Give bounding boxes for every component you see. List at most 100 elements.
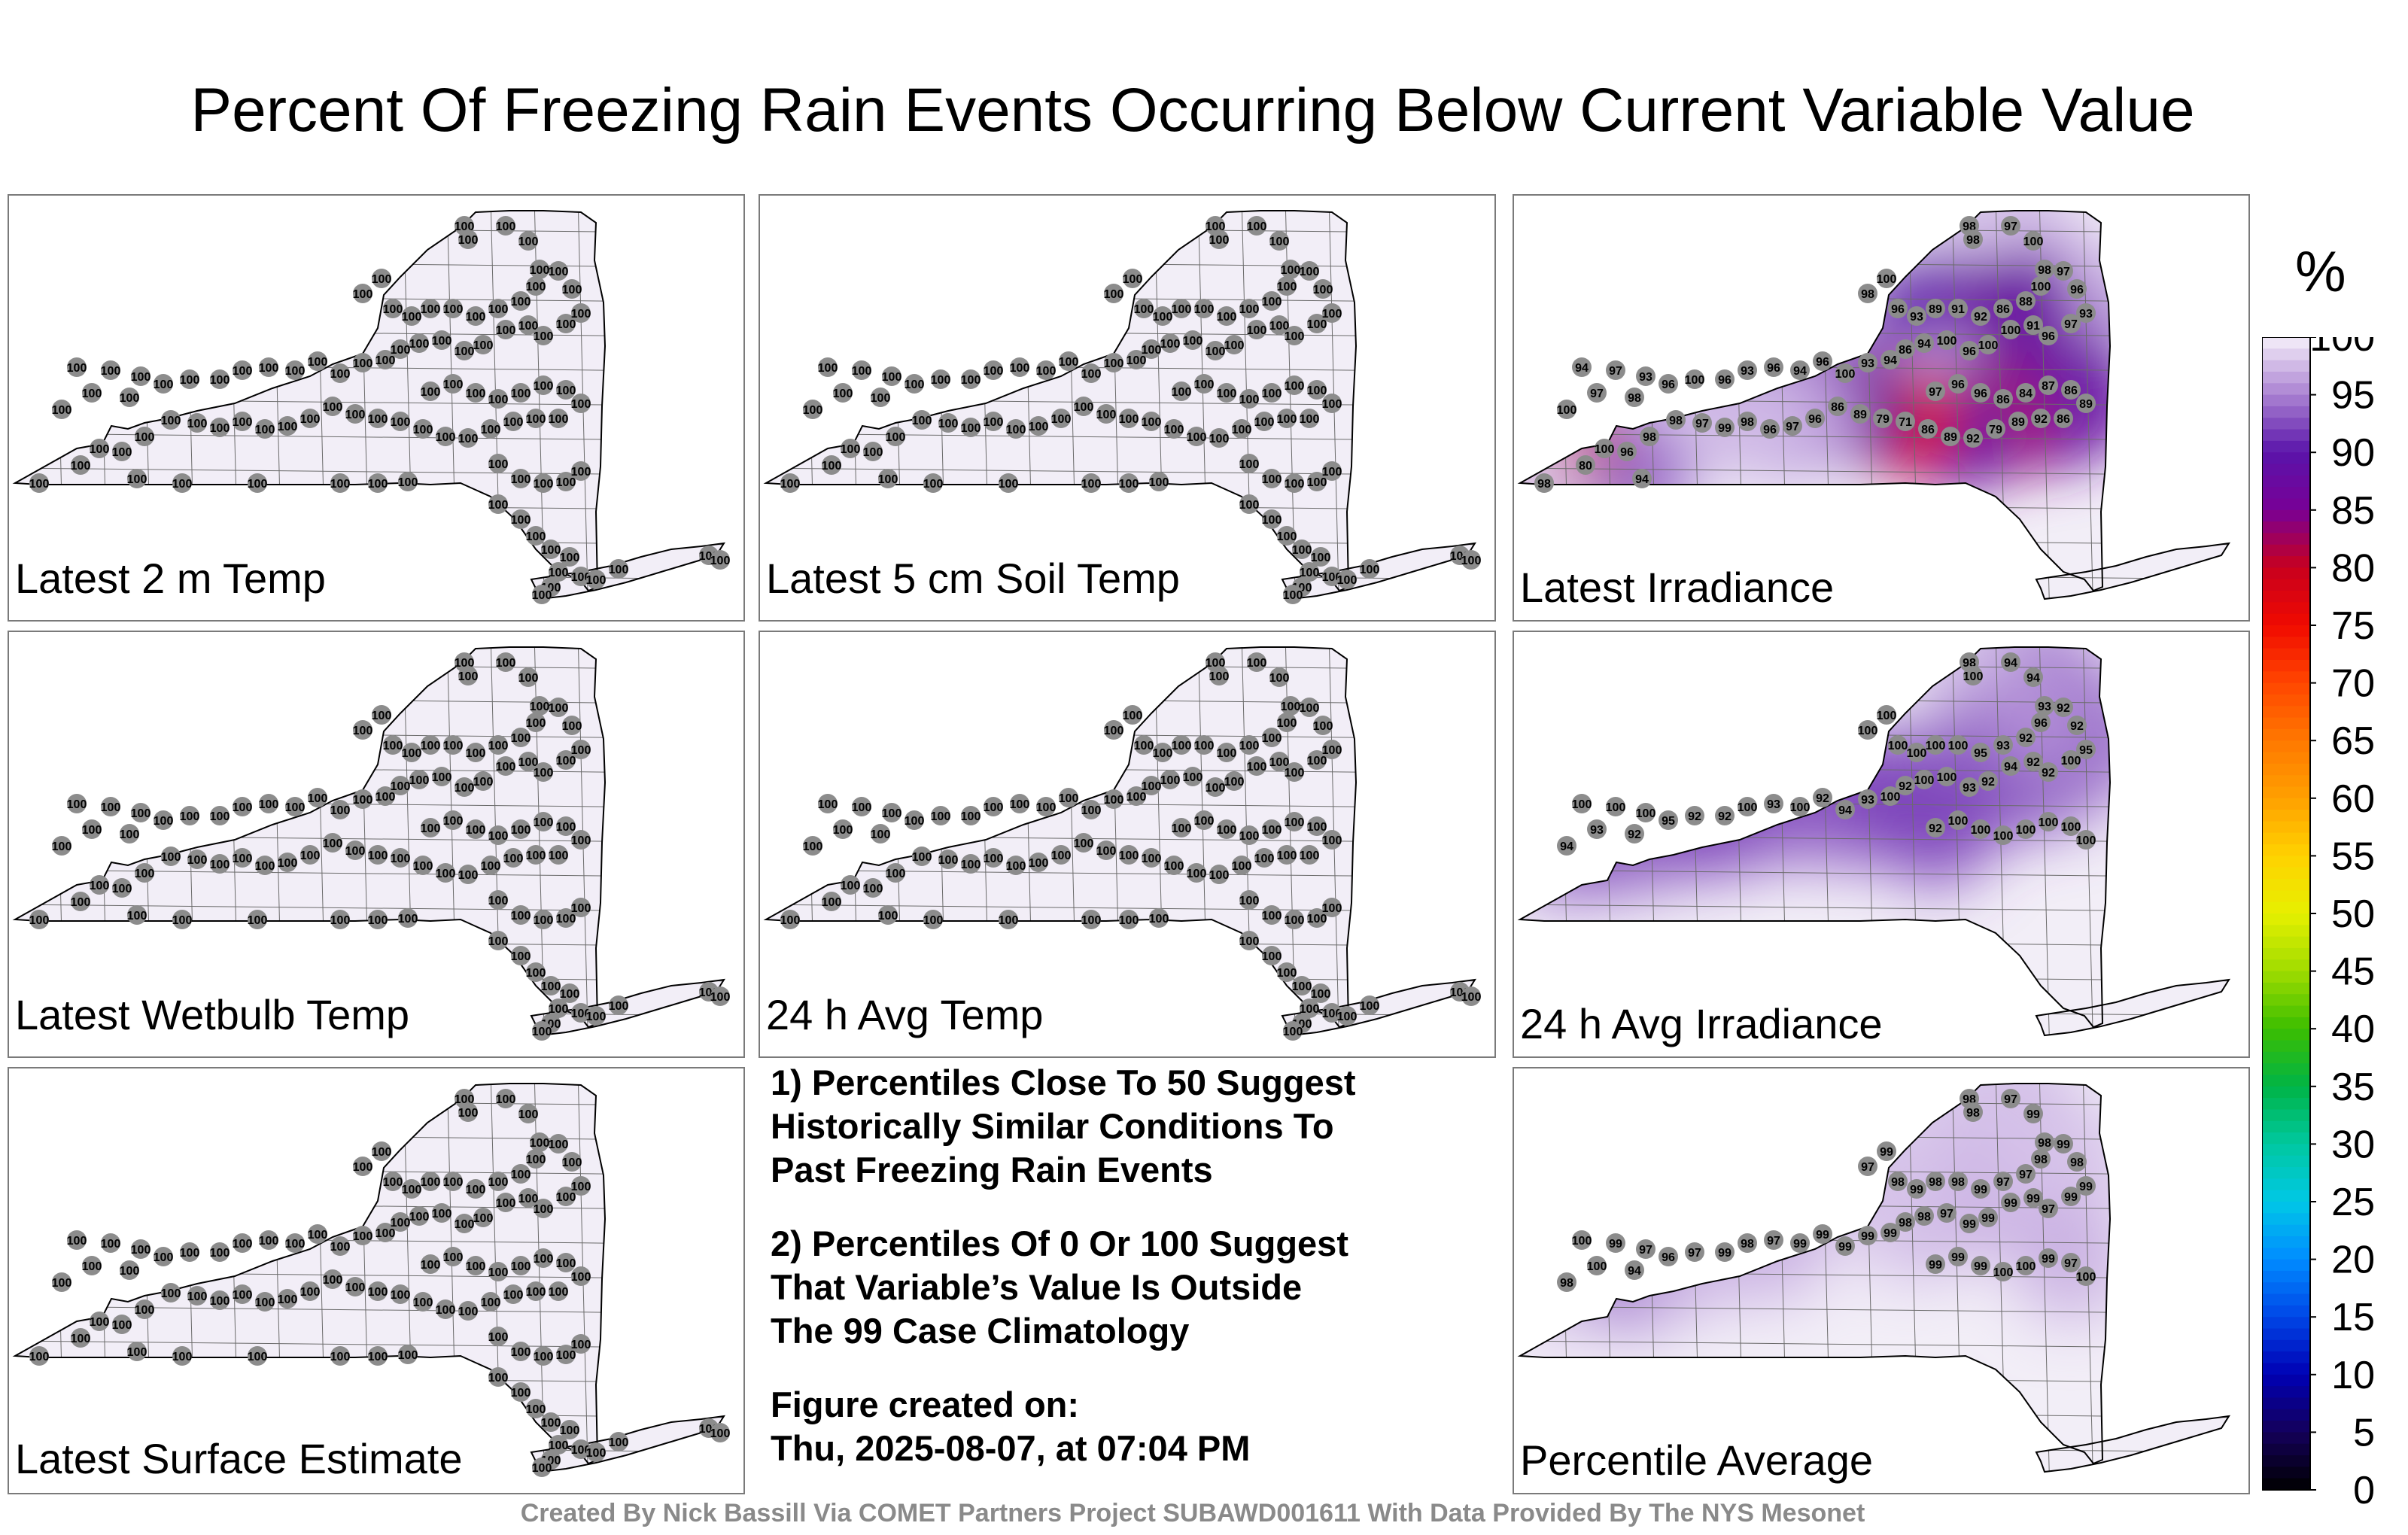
station-marker: 100 [233,848,252,868]
station-value: 99 [1974,1260,1987,1273]
station-marker: 100 [1877,705,1896,725]
station-value: 94 [1575,362,1589,375]
station-marker: 100 [353,1157,372,1176]
station-value: 100 [248,1351,268,1363]
station-value: 100 [496,657,516,670]
station-value: 100 [571,308,591,321]
station-marker: 100 [1285,910,1305,929]
note-line: Figure created on: [771,1385,1080,1424]
station-marker: 100 [458,428,478,448]
station-value: 100 [112,446,132,459]
station-marker: 100 [375,1223,395,1242]
colorbar-segment [2262,567,2310,580]
station-marker: 100 [1300,999,1319,1018]
station-marker: 100 [1277,276,1297,296]
station-value: 100 [1307,755,1327,768]
station-marker: 100 [82,1256,102,1275]
station-value: 100 [1307,476,1327,489]
station-marker: 97 [1587,383,1607,403]
colorbar-segment [2262,360,2310,372]
station-marker: 98 [1625,388,1644,407]
station-value: 100 [308,792,328,805]
station-marker: 100 [210,854,230,874]
station-value: 100 [518,672,539,685]
station-marker: 100 [368,845,388,865]
station-value: 100 [1907,747,1927,760]
station-marker: 91 [2023,315,2043,335]
station-marker: 100 [1010,794,1029,813]
station-marker: 100 [609,995,628,1015]
station-marker: 100 [466,383,485,403]
long-island-fill [2036,543,2229,599]
station-marker: 100 [1311,547,1330,567]
station-marker: 100 [2023,231,2043,251]
station-value: 100 [101,801,121,814]
station-value: 97 [1590,388,1604,400]
station-value: 99 [1929,1259,1942,1272]
station-value: 100 [1247,657,1267,670]
colorbar-segment [2262,763,2310,776]
station-value: 100 [1119,478,1139,491]
station-value: 100 [180,1247,200,1260]
station-value: 100 [511,950,531,963]
station-marker: 100 [285,1233,305,1253]
station-value: 98 [1669,415,1683,427]
colorbar-tick-label: 90 [2331,431,2375,475]
station-marker: 100 [161,1283,181,1302]
station-value: 100 [1036,801,1057,814]
station-value: 100 [1194,378,1215,391]
station-value: 100 [1285,914,1305,927]
station-marker: 100 [931,369,950,389]
station-marker: 100 [1971,819,1990,839]
station-marker: 91 [1948,299,1968,318]
station-value: 100 [1262,296,1282,309]
station-value: 100 [488,499,509,512]
station-marker: 100 [1142,776,1161,795]
station-value: 100 [82,1260,102,1273]
station-value: 100 [562,284,582,296]
station-value: 97 [2064,1257,2078,1270]
station-marker: 100 [1835,363,1855,383]
station-value: 94 [1884,354,1897,367]
station-marker: 100 [556,908,576,928]
station-marker: 100 [496,1089,515,1108]
station-marker: 100 [455,777,475,797]
station-value: 100 [1239,830,1260,843]
station-value: 100 [455,782,475,795]
colorbar-segment [2262,418,2310,430]
station-marker: 100 [1262,728,1282,747]
station-value: 100 [710,1427,731,1440]
station-value: 100 [1963,670,1984,683]
station-value: 100 [323,401,343,414]
station-marker: 100 [1285,375,1304,395]
station-marker: 100 [172,1346,192,1366]
station-marker: 100 [1307,908,1327,928]
station-value: 92 [1628,828,1641,841]
station-marker: 100 [1300,698,1319,717]
colorbar-segment [2262,740,2310,753]
station-value: 100 [609,1436,629,1449]
colorbar-tick-label: 25 [2331,1181,2375,1224]
station-value: 100 [526,1286,546,1299]
station-value: 100 [1247,220,1267,233]
station-marker: 100 [1081,800,1101,819]
station-value: 100 [1142,416,1162,429]
station-marker: 100 [1262,946,1282,965]
station-value: 100 [526,413,546,426]
station-value: 100 [886,431,906,444]
station-marker: 100 [120,1260,139,1280]
colorbar-segment [2262,383,2310,396]
station-value: 100 [1194,740,1215,752]
station-value: 100 [1239,895,1260,907]
station-value: 100 [1160,774,1181,787]
station-value: 100 [488,1176,509,1189]
station-value: 100 [1096,409,1117,421]
colorbar-tick-label: 70 [2331,662,2375,706]
station-value: 100 [285,801,306,814]
station-value: 100 [1300,850,1320,862]
station-value: 98 [1891,1176,1905,1189]
station-value: 100 [818,798,838,811]
station-value: 100 [1300,413,1320,426]
station-value: 100 [1292,980,1312,993]
